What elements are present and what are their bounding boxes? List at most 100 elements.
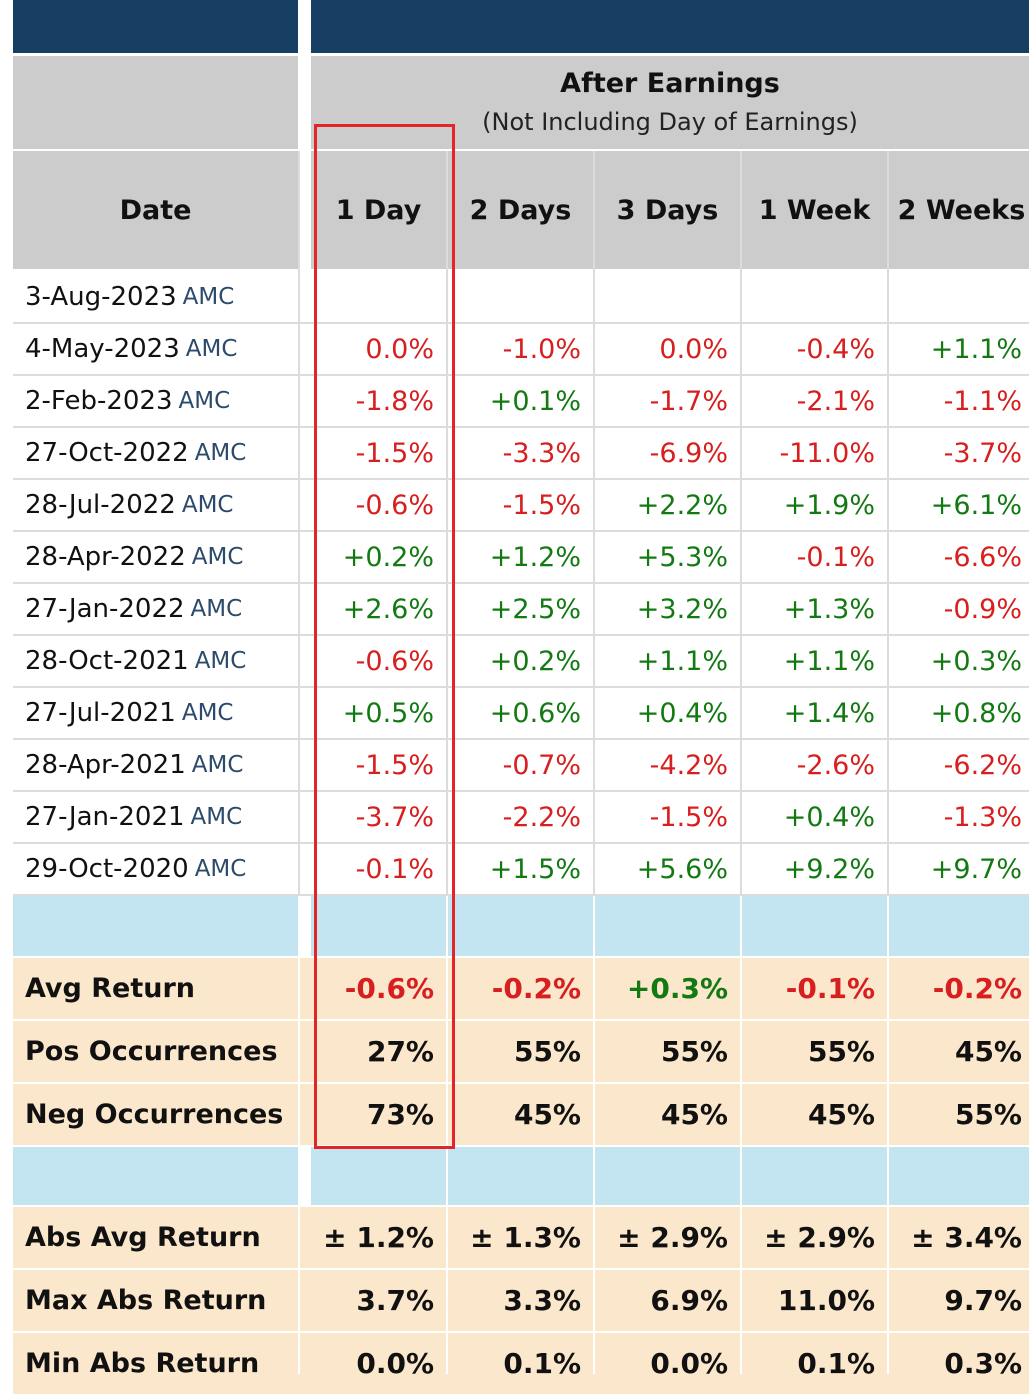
summary-occ-value: 27% — [366, 1035, 434, 1068]
row-date: 3-Aug-2023 AMC — [13, 272, 298, 322]
row-value: +0.6% — [489, 697, 581, 729]
row-value: +1.1% — [930, 333, 1022, 365]
row-value: +2.2% — [636, 489, 728, 521]
row-value: +2.6% — [342, 593, 434, 625]
after-earnings-subtitle: (Not Including Day of Earnings) — [482, 108, 858, 136]
row-date: 29-Oct-2020 AMC — [13, 844, 298, 894]
summary-row — [13, 1270, 1029, 1331]
row-value: -6.2% — [943, 749, 1022, 781]
summary-occ-value: 55% — [954, 1098, 1022, 1131]
row-value: -2.1% — [796, 385, 875, 417]
row-tag: AMC — [182, 284, 235, 310]
row-divider — [13, 1082, 1029, 1084]
row-value — [889, 272, 1029, 322]
row-date-text: 27-Jan-2021 — [25, 802, 185, 832]
row-value: -3.7% — [943, 437, 1022, 469]
date-column-top-bar — [13, 0, 298, 53]
column-header-1-day[interactable]: 1 Day — [311, 151, 446, 269]
row-date-text: 28-Apr-2022 — [25, 542, 186, 572]
table-row — [13, 740, 1029, 790]
column-divider — [740, 896, 742, 1374]
row-value: +1.3% — [783, 593, 875, 625]
column-divider — [887, 151, 889, 896]
summary-occ-value: 55% — [807, 1035, 875, 1068]
summary-abs-value: 3.3% — [503, 1284, 581, 1317]
row-value: -11.0% — [779, 437, 875, 469]
summary-occ-label: Neg Occurrences — [25, 1099, 284, 1130]
row-date: 28-Apr-2021 AMC — [13, 740, 298, 790]
summary-avg-value: -0.1% — [785, 972, 875, 1005]
row-value: -1.5% — [649, 801, 728, 833]
row-value: 0.0% — [365, 333, 434, 365]
row-tag: AMC — [194, 440, 247, 466]
row-value: +9.7% — [930, 853, 1022, 885]
row-value: -4.2% — [649, 749, 728, 781]
summary-abs-value: 0.3% — [944, 1347, 1022, 1380]
row-tag: AMC — [194, 648, 247, 674]
summary-row — [13, 1207, 1029, 1268]
summary-abs-value: 0.1% — [797, 1347, 875, 1380]
summary-occ-value: 55% — [513, 1035, 581, 1068]
row-value — [595, 272, 740, 322]
row-value: -1.7% — [649, 385, 728, 417]
row-value: -6.6% — [943, 541, 1022, 573]
row-divider — [13, 426, 1029, 428]
summary-occ-label: Pos Occurrences — [25, 1036, 278, 1067]
table-row — [13, 480, 1029, 530]
row-date-text: 29-Oct-2020 — [25, 854, 189, 884]
row-value: -1.5% — [355, 437, 434, 469]
row-value: -1.5% — [355, 749, 434, 781]
summary-abs-value: 0.0% — [650, 1347, 728, 1380]
date-column-header-label: Date — [119, 194, 192, 226]
row-value: +0.4% — [783, 801, 875, 833]
summary-abs-value: 9.7% — [944, 1284, 1022, 1317]
date-column-header[interactable]: Date — [13, 151, 298, 269]
column-divider — [740, 151, 742, 896]
column-header-1-week[interactable]: 1 Week — [742, 151, 887, 269]
summary-avg-value: -0.2% — [932, 972, 1022, 1005]
summary-abs-value: ± 1.3% — [470, 1221, 581, 1254]
row-date: 27-Jan-2022 AMC — [13, 584, 298, 634]
row-divider — [13, 894, 1029, 896]
row-value: +0.5% — [342, 697, 434, 729]
row-divider — [13, 686, 1029, 688]
row-value: -1.0% — [502, 333, 581, 365]
row-divider — [13, 634, 1029, 636]
spacer-band — [13, 1147, 298, 1205]
table-row — [13, 688, 1029, 738]
row-value: -1.5% — [502, 489, 581, 521]
table-row — [13, 324, 1029, 374]
row-date: 27-Oct-2022 AMC — [13, 428, 298, 478]
row-value: +9.2% — [783, 853, 875, 885]
summary-occ-value: 55% — [660, 1035, 728, 1068]
summary-avg-value: -0.2% — [491, 972, 581, 1005]
summary-row — [13, 958, 1029, 1019]
column-header-3-days[interactable]: 3 Days — [595, 151, 740, 269]
row-date: 28-Apr-2022 AMC — [13, 532, 298, 582]
summary-abs-label: Max Abs Return — [25, 1285, 267, 1316]
summary-abs-value: 11.0% — [777, 1284, 875, 1317]
summary-occ-value: 45% — [807, 1098, 875, 1131]
summary-row — [13, 1021, 1029, 1082]
row-date-text: 28-Jul-2022 — [25, 490, 176, 520]
column-header-2-days[interactable]: 2 Days — [448, 151, 593, 269]
row-value: -3.7% — [355, 801, 434, 833]
column-divider — [446, 896, 448, 1374]
table-row — [13, 376, 1029, 426]
column-header-2-weeks[interactable]: 2 Weeks — [889, 151, 1029, 269]
summary-abs-value: 0.0% — [356, 1347, 434, 1380]
row-value: -0.1% — [355, 853, 434, 885]
row-divider — [13, 790, 1029, 792]
row-value: -1.3% — [943, 801, 1022, 833]
summary-avg-label: Avg Return — [25, 973, 196, 1004]
row-value: -0.7% — [502, 749, 581, 781]
returns-top-bar — [311, 0, 1029, 53]
row-divider — [13, 1331, 1029, 1333]
row-tag: AMC — [181, 492, 234, 518]
table-row — [13, 636, 1029, 686]
spacer-band — [311, 896, 1029, 956]
row-tag: AMC — [190, 804, 243, 830]
row-value: +0.1% — [489, 385, 581, 417]
row-divider — [13, 738, 1029, 740]
summary-avg-value: -0.6% — [344, 972, 434, 1005]
